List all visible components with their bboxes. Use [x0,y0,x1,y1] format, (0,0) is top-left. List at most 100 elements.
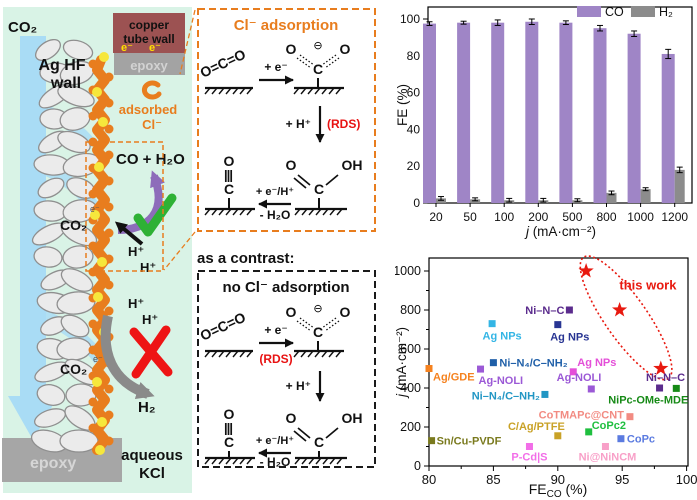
oxygen-atom: O [286,304,297,320]
plus-proton-label: + H⁺ [286,379,311,393]
adsorbed-cl-label-1: adsorbed [119,102,178,117]
bar-CO-200 [525,21,539,204]
proton-label: H⁺ [128,296,144,311]
carbon-atom: C [313,324,323,340]
bar-H₂-1200 [674,169,685,203]
bar-CO-1200 [661,53,675,204]
y-tick-label: 600 [400,342,421,356]
scatter-point-label: NiPc-OMe-MDE [608,394,688,406]
catalyst-surface [204,349,253,358]
scatter-point [601,443,609,450]
scatter-point-label: Ni–N₄/C–NH₂ [472,390,540,402]
scatter-point [656,384,664,392]
catalyst-surface [293,349,344,358]
scatter-point [477,365,485,373]
rds-label: (RDS) [259,352,292,366]
oxygen-atom: O [224,406,235,422]
copper-label-2: tube wall [123,32,174,46]
minus-h2o-label: - H₂O [260,455,291,469]
co2-low-label: CO₂ [60,361,87,377]
dotted-bond [321,317,337,329]
dotted-bond [324,320,340,332]
y-tick-label: 400 [400,381,421,395]
double-bond [293,430,307,442]
catalyst-surface [294,456,347,465]
scatter-point [626,413,634,421]
plus-proton-label: + H⁺ [286,117,311,131]
scatter-point-label: Ag-NOLI [557,372,602,384]
electrode-schematic-diagram: copper tube wall e⁻ e⁻ epoxy CO₂ Ag HF w… [2,7,196,493]
scatter-point-label: CoTMAPc@CNT [539,410,625,422]
x-tick-label: 500 [562,210,582,224]
catalyst-surface [204,456,255,465]
copper-label-1: copper [129,18,169,32]
no-cl-adsorption-box [197,270,376,468]
scatter-point-label: Sn/Cu-PVDF [437,436,502,448]
proton-label: H⁺ [140,260,156,275]
co2-inlet-label: CO₂ [8,19,37,36]
plus-e-h-label: + e⁻/H⁺ [256,435,294,447]
plus-electron-label: + e⁻ [264,60,287,74]
epoxy-top-label: epoxy [130,58,168,73]
x-mark-icon [131,325,171,379]
bar-CO-50 [457,22,471,204]
scatter-point [541,390,549,398]
scatter-point-label: Ag NPs [483,331,522,343]
negative-charge-icon: ⊖ [313,40,322,52]
x-tick-label: 20 [429,210,443,224]
carbon-atom: C [224,434,234,450]
oxygen-atom: O [340,41,351,57]
bar-CO-100 [491,22,505,204]
dotted-bond [299,54,315,66]
star-this-work [612,302,628,317]
catalyst-surface [293,86,344,95]
contrast-heading: as a contrast: [197,250,295,267]
carbon-atom: C [314,434,324,450]
proton-label: H⁺ [128,244,144,259]
dotted-bond [324,57,340,69]
y-tick-label: 800 [400,303,421,317]
x-axis-label: FECO (%) [529,481,588,500]
epoxy-bottom-label: epoxy [30,455,76,472]
x-tick-label: 1200 [661,210,688,224]
aqueous-kcl-label-2: KCl [139,465,165,482]
scatter-point [585,428,593,436]
plus-e-h-label: + e⁻/H⁺ [256,186,294,198]
y-tick-label: 0 [413,196,420,210]
rds-label: (RDS) [327,117,360,131]
h2-product-arrow [100,314,155,400]
oxygen-atom: O [340,304,351,320]
carbon-atom: C [314,181,324,197]
scatter-point-label: Ni@NiNCM [579,452,637,464]
scatter-point-label: C/Ag/PTFE [508,421,565,433]
star-this-work [578,263,594,278]
legend-label-h2: H₂ [659,5,673,19]
electron-label: e⁻ [93,354,103,364]
electron-label: e⁻ [90,204,100,214]
oxygen-atom: O [286,157,297,173]
x-tick-label: 100 [676,472,697,487]
y-tick-label: 200 [400,420,421,434]
scatter-point-label: Ni–N₄/C–NH₂ [499,358,567,370]
scatter-point-label: CoPc2 [592,420,626,432]
bar-CO-1000 [627,33,641,203]
hydroxyl-group: OH [342,157,363,173]
dotted-bond [296,320,312,332]
checkmark-icon [133,193,177,237]
oxygen-atom: O [224,153,235,169]
cl-adsorption-box [197,8,376,232]
bar-CO-800 [593,28,607,204]
star-this-work [653,360,669,375]
oxygen-atom: O [286,41,297,57]
minus-h2o-label: - H₂O [260,208,291,222]
negative-charge-icon: ⊖ [313,303,322,315]
scatter-point [587,385,595,393]
y-tick-label: 60 [407,86,421,100]
legend-label-co: CO [605,5,624,19]
scatter-point-label: Ni–N–C [525,305,564,317]
x-tick-label: 80 [422,472,436,487]
zoom-region-outline [85,141,164,272]
scatter-point-label: Ag NPs [577,357,616,369]
